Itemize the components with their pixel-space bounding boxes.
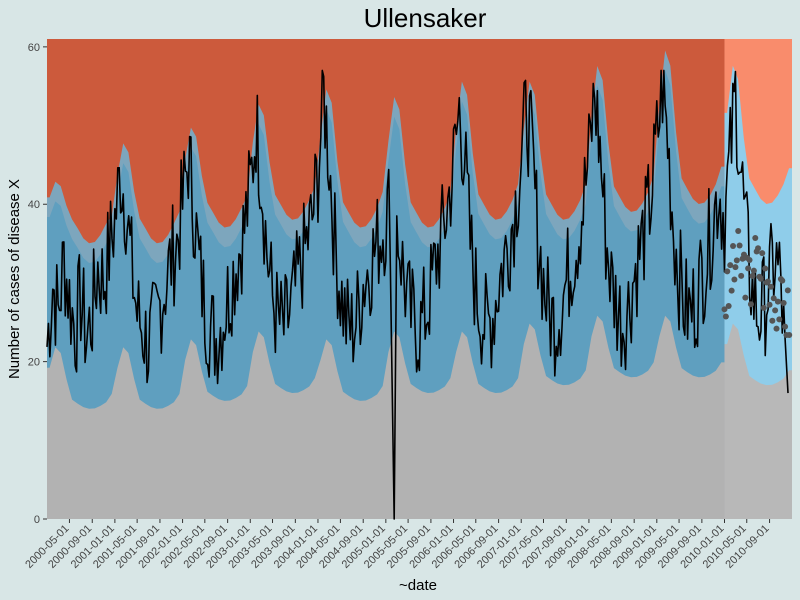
x-axis-label: ~date xyxy=(399,577,437,594)
forecast-point xyxy=(770,295,777,302)
forecast-point xyxy=(727,262,734,269)
forecast-point xyxy=(725,302,732,309)
forecast-point xyxy=(760,304,767,311)
band-low-forecast xyxy=(724,323,792,519)
forecast-point xyxy=(732,264,739,271)
forecast-point xyxy=(747,301,754,308)
chart-title: Ullensaker xyxy=(364,3,487,33)
forecast-point xyxy=(762,265,769,272)
forecast-point xyxy=(776,316,783,323)
y-tick-label: 0 xyxy=(34,514,40,526)
forecast-point xyxy=(784,287,791,294)
forecast-point xyxy=(733,257,740,264)
forecast-point xyxy=(724,268,731,275)
forecast-point xyxy=(735,227,742,234)
forecast-point xyxy=(786,331,793,338)
forecast-point xyxy=(757,275,764,282)
y-tick-label: 60 xyxy=(28,42,40,54)
forecast-point xyxy=(738,272,745,279)
forecast-point xyxy=(764,278,771,285)
forecast-point xyxy=(774,298,781,305)
forecast-point xyxy=(728,287,735,294)
forecast-point xyxy=(773,325,780,332)
forecast-point xyxy=(736,242,743,249)
forecast-point xyxy=(780,300,787,307)
y-axis-label: Number of cases of disease X xyxy=(6,179,23,379)
forecast-point xyxy=(721,306,728,313)
forecast-point xyxy=(745,265,752,272)
forecast-point xyxy=(746,257,753,264)
forecast-point xyxy=(749,273,756,280)
observed-cases-line xyxy=(46,69,789,520)
y-tick-label: 40 xyxy=(28,199,40,211)
forecast-point xyxy=(750,267,757,274)
band-low-history xyxy=(47,315,725,519)
forecast-point xyxy=(767,283,774,290)
y-axis: 0 20 40 60 xyxy=(28,42,47,526)
forecast-point xyxy=(731,276,738,283)
forecast-point xyxy=(722,313,729,320)
forecast-point xyxy=(766,301,773,308)
forecast-point xyxy=(742,294,749,301)
x-axis: 2000-05-012000-09-012001-01-012001-05-01… xyxy=(23,519,772,571)
forecast-point xyxy=(769,317,776,324)
forecast-point xyxy=(755,245,762,252)
y-tick-label: 20 xyxy=(28,357,40,369)
forecast-point xyxy=(782,323,789,330)
plot-area xyxy=(46,39,793,520)
forecast-point xyxy=(730,242,737,249)
forecast-point xyxy=(772,307,779,314)
forecast-point xyxy=(752,234,759,241)
forecast-point xyxy=(759,250,766,257)
forecast-point xyxy=(779,277,786,284)
